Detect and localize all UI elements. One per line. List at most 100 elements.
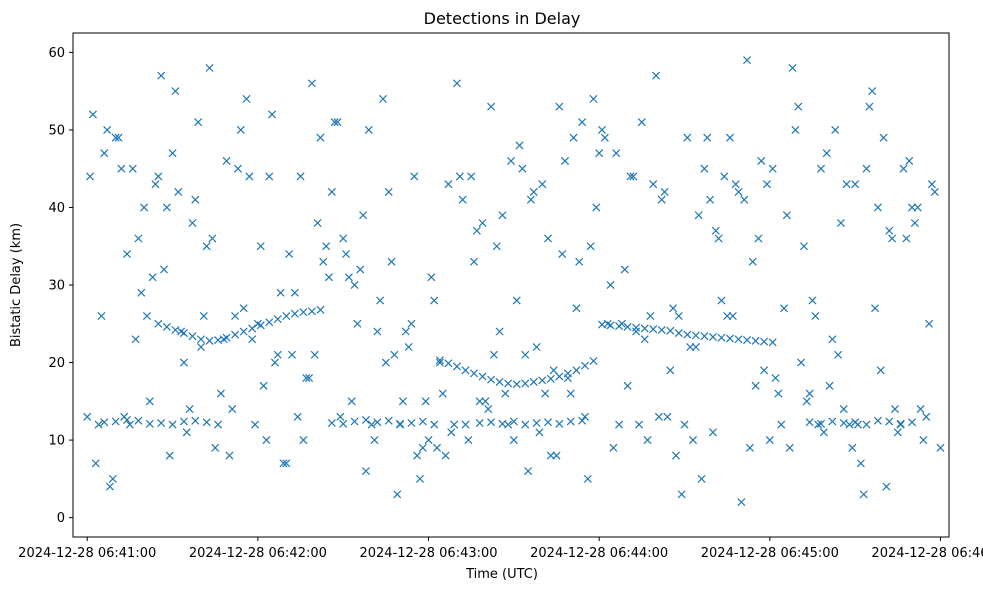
- data-point-marker: [896, 419, 905, 428]
- data-point-marker: [83, 412, 92, 421]
- data-point-marker: [270, 358, 279, 367]
- data-point-marker: [572, 304, 581, 313]
- data-point-marker: [555, 419, 564, 428]
- data-point-marker: [248, 335, 257, 344]
- y-axis-label: Bistatic Delay (km): [9, 223, 24, 347]
- data-point-marker: [623, 322, 632, 331]
- data-point-marker: [378, 94, 388, 103]
- data-point-marker: [86, 172, 95, 181]
- data-point-marker: [805, 389, 814, 398]
- data-point-marker: [407, 319, 416, 328]
- data-point-marker: [472, 226, 481, 235]
- data-point-marker: [265, 172, 274, 181]
- data-point-marker: [734, 335, 743, 344]
- y-tick-label: 0: [57, 511, 65, 526]
- data-point-marker: [529, 187, 538, 196]
- data-point-marker: [589, 94, 598, 103]
- data-point-marker: [165, 451, 174, 460]
- data-point-marker: [902, 234, 911, 243]
- data-point-marker: [100, 418, 109, 427]
- data-point-marker: [145, 397, 154, 406]
- data-point-marker: [251, 420, 260, 429]
- data-point-marker: [188, 218, 197, 227]
- data-point-marker: [723, 311, 732, 321]
- data-point-marker: [828, 335, 837, 344]
- data-point-marker: [464, 436, 473, 445]
- data-point-marker: [649, 180, 658, 189]
- data-point-marker: [524, 467, 533, 476]
- data-point-marker: [663, 412, 672, 421]
- data-point-marker: [498, 419, 507, 428]
- data-point-marker: [208, 234, 217, 243]
- data-point-marker: [495, 377, 504, 386]
- data-point-marker: [487, 375, 496, 384]
- data-point-marker: [179, 329, 188, 338]
- data-point-marker: [322, 242, 331, 251]
- data-point-marker: [88, 110, 97, 119]
- data-point-marker: [140, 203, 149, 212]
- data-point-marker: [930, 187, 939, 196]
- data-point-marker: [674, 311, 683, 321]
- y-tick-label: 60: [48, 46, 65, 61]
- data-point-marker: [134, 234, 143, 243]
- data-point-marker: [757, 156, 766, 165]
- data-point-marker: [225, 451, 234, 460]
- data-point-marker: [410, 172, 419, 181]
- data-point-marker: [123, 249, 132, 259]
- data-point-marker: [671, 451, 680, 460]
- data-point-marker: [822, 149, 831, 158]
- y-tick-label: 30: [48, 279, 65, 294]
- data-point-marker: [475, 397, 484, 406]
- data-point-marker: [182, 428, 191, 437]
- data-point-marker: [433, 443, 442, 452]
- data-point-marker: [339, 234, 348, 243]
- data-point-marker: [888, 234, 897, 243]
- data-point-marker: [859, 490, 868, 499]
- data-point-marker: [307, 307, 316, 316]
- data-point-marker: [475, 418, 484, 428]
- data-point-marker: [307, 79, 316, 88]
- data-point-marker: [418, 417, 427, 426]
- data-point-marker: [344, 273, 353, 282]
- data-point-marker: [862, 420, 871, 429]
- data-point-marker: [191, 416, 200, 425]
- data-point-marker: [347, 397, 356, 406]
- data-point-marker: [282, 311, 291, 321]
- data-point-marker: [916, 405, 925, 414]
- data-point-marker: [583, 474, 592, 483]
- data-point-marker: [202, 242, 211, 251]
- data-point-marker: [569, 133, 578, 142]
- data-point-marker: [566, 417, 575, 426]
- data-point-marker: [683, 133, 692, 142]
- data-point-marker: [393, 490, 402, 499]
- data-point-marker: [239, 327, 248, 336]
- data-point-marker: [882, 482, 891, 491]
- data-point-marker: [720, 172, 729, 181]
- data-point-marker: [188, 332, 197, 341]
- data-point-marker: [640, 324, 649, 333]
- data-point-marker: [214, 420, 223, 429]
- data-point-marker: [330, 118, 339, 127]
- data-point-marker: [361, 415, 370, 424]
- data-point-marker: [97, 311, 106, 321]
- data-point-marker: [509, 417, 518, 426]
- data-point-marker: [376, 296, 385, 305]
- data-point-marker: [470, 257, 479, 266]
- data-point-marker: [890, 405, 899, 414]
- data-point-marker: [239, 304, 248, 313]
- data-point-marker: [111, 133, 120, 142]
- data-point-marker: [222, 156, 231, 165]
- data-point-marker: [350, 417, 359, 426]
- data-point-marker: [521, 420, 530, 429]
- data-point-marker: [717, 296, 726, 305]
- data-point-marker: [498, 211, 507, 220]
- data-point-marker: [228, 405, 237, 414]
- data-point-marker: [134, 416, 143, 425]
- data-point-marker: [566, 389, 575, 398]
- data-point-marker: [703, 133, 712, 142]
- data-point-marker: [751, 336, 760, 345]
- data-point-marker: [760, 366, 769, 375]
- data-point-marker: [708, 332, 717, 341]
- x-tick-label: 2024-12-28 06:44:00: [530, 546, 668, 561]
